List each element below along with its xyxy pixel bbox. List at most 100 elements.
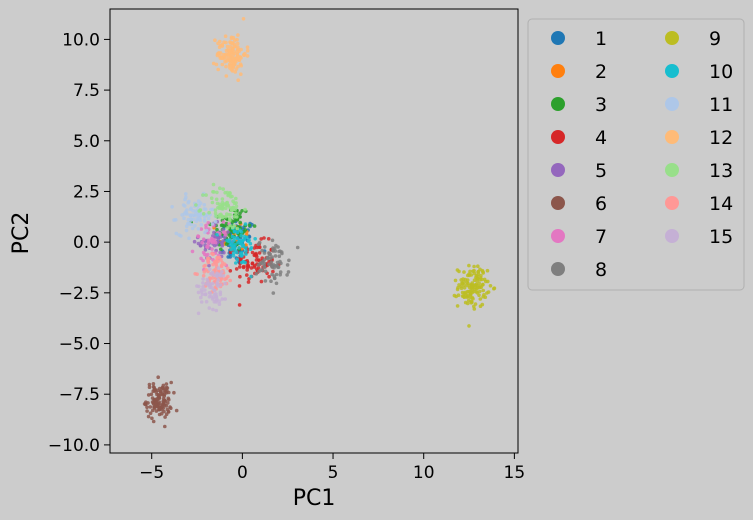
data-point (207, 291, 212, 295)
data-point (287, 258, 291, 263)
data-point (187, 236, 191, 241)
y-tick-label: −2.5 (59, 284, 100, 304)
data-point (211, 276, 215, 280)
data-point (259, 279, 264, 284)
legend-item: 13 (665, 160, 733, 182)
data-point (201, 258, 205, 263)
data-point (213, 211, 218, 216)
data-point (252, 224, 257, 228)
data-point (460, 294, 465, 298)
data-point (271, 269, 275, 274)
data-point (471, 296, 475, 301)
data-point (151, 382, 156, 386)
data-point (465, 278, 470, 282)
data-point (245, 273, 249, 277)
data-point (276, 265, 281, 270)
y-tick-label: 10.0 (62, 30, 100, 50)
legend-marker (665, 97, 679, 111)
data-point (238, 220, 242, 225)
data-point (226, 266, 230, 271)
data-point (467, 324, 471, 328)
data-point (198, 218, 203, 223)
data-point (157, 400, 161, 404)
data-point (472, 271, 477, 276)
x-tick-label: 5 (328, 463, 339, 483)
y-axis-label: PC2 (9, 212, 34, 255)
data-point (244, 249, 248, 253)
series-10-points (215, 222, 257, 279)
data-point (226, 230, 230, 234)
data-point (259, 237, 264, 241)
data-point (208, 283, 212, 287)
data-point (210, 286, 214, 290)
data-point (457, 269, 461, 274)
data-point (241, 17, 246, 21)
data-point (234, 267, 239, 271)
data-point (225, 44, 230, 49)
data-point (452, 293, 457, 298)
legend-item: 5 (551, 160, 607, 182)
legend-marker (551, 229, 565, 243)
data-point (455, 287, 460, 292)
data-point (465, 293, 470, 298)
data-point (202, 218, 207, 222)
plot-frame (109, 8, 519, 454)
data-point (216, 67, 220, 72)
legend-marker (551, 196, 565, 210)
data-point (202, 264, 206, 269)
data-point (266, 237, 271, 241)
data-point (157, 394, 161, 398)
legend-item: 9 (665, 28, 721, 50)
data-point (193, 272, 197, 276)
data-point (462, 270, 466, 274)
data-point (228, 45, 233, 49)
data-point (273, 254, 278, 258)
x-tick-label: 0 (237, 463, 248, 483)
data-point (234, 204, 239, 209)
data-point (219, 206, 224, 211)
data-point (209, 271, 213, 276)
legend-marker (665, 64, 679, 78)
y-tick-label: 7.5 (73, 81, 100, 101)
data-point (188, 213, 192, 217)
data-point (232, 229, 237, 234)
data-point (208, 267, 212, 272)
y-tick-label: 2.5 (73, 182, 100, 202)
data-point (224, 206, 228, 210)
y-axis: −10.0 −7.5 −5.0 −2.5 0.0 2.5 5.0 7.5 10.0 (48, 30, 110, 456)
data-point (146, 393, 151, 397)
legend-item: 6 (551, 193, 607, 215)
data-point (475, 285, 480, 290)
data-point (473, 302, 478, 306)
data-point (223, 232, 228, 237)
data-point (213, 208, 218, 212)
data-point (466, 281, 470, 286)
legend-label: 3 (595, 94, 607, 116)
data-point (215, 232, 219, 237)
data-point (229, 242, 233, 247)
data-point (170, 205, 174, 209)
data-point (238, 274, 242, 279)
legend-item: 1 (551, 28, 607, 50)
series-13-points (194, 182, 247, 231)
data-point (277, 254, 282, 258)
data-point (276, 245, 280, 249)
data-point (218, 250, 222, 255)
data-point (197, 284, 201, 289)
data-point (198, 243, 203, 248)
legend-item: 10 (665, 61, 733, 83)
data-point (204, 223, 208, 228)
data-point (235, 257, 239, 262)
data-point (257, 269, 261, 274)
data-point (201, 274, 206, 278)
data-point (148, 411, 153, 416)
data-point (216, 266, 221, 270)
data-point (240, 260, 244, 265)
data-point (246, 239, 251, 244)
legend-label: 2 (595, 61, 607, 83)
data-point (250, 262, 255, 266)
data-point (265, 255, 270, 260)
x-tick-label: −5 (139, 463, 164, 483)
data-point (271, 249, 276, 253)
data-point (236, 33, 240, 37)
